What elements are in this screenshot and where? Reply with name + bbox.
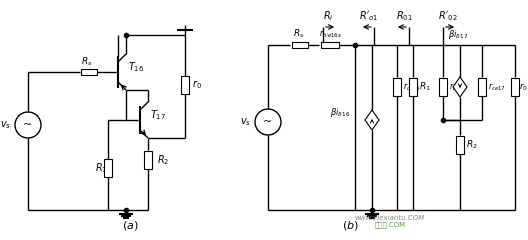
Text: $v_s$: $v_s$ bbox=[1, 119, 12, 131]
Text: $R_{01}$: $R_{01}$ bbox=[395, 9, 412, 23]
Bar bbox=[321, 42, 339, 48]
Text: $\beta i_{\delta 16}$: $\beta i_{\delta 16}$ bbox=[329, 106, 350, 119]
Text: $R_1$: $R_1$ bbox=[95, 161, 107, 175]
Text: ~: ~ bbox=[263, 117, 272, 127]
Text: $r_{b'e17}$: $r_{b'e17}$ bbox=[449, 81, 469, 93]
Bar bbox=[478, 78, 486, 96]
Text: $r_0$: $r_0$ bbox=[519, 81, 528, 93]
Text: $R_i$: $R_i$ bbox=[323, 9, 333, 23]
Text: $r_{ce17}$: $r_{ce17}$ bbox=[488, 81, 506, 93]
Bar bbox=[456, 136, 464, 154]
Text: 绿线图.COM: 绿线图.COM bbox=[374, 221, 406, 228]
Text: $R_2$: $R_2$ bbox=[157, 153, 169, 167]
Bar bbox=[409, 78, 417, 96]
Polygon shape bbox=[365, 110, 379, 130]
Text: $R_2$: $R_2$ bbox=[466, 139, 478, 151]
Text: $R_1$: $R_1$ bbox=[419, 81, 431, 93]
Bar bbox=[292, 42, 308, 48]
Text: $(a)$: $(a)$ bbox=[121, 218, 138, 232]
Text: $(b)$: $(b)$ bbox=[342, 218, 359, 232]
Text: $R'_{02}$: $R'_{02}$ bbox=[438, 9, 458, 23]
Text: $r_0$: $r_0$ bbox=[192, 79, 202, 91]
Bar bbox=[439, 78, 447, 96]
Text: www.yIexiantu.COM: www.yIexiantu.COM bbox=[355, 215, 425, 221]
Text: $v_s$: $v_s$ bbox=[240, 116, 251, 128]
Bar bbox=[104, 159, 112, 177]
Text: $r_{ce16}$: $r_{ce16}$ bbox=[403, 81, 421, 93]
Bar bbox=[511, 78, 519, 96]
Text: $R_s$: $R_s$ bbox=[293, 28, 305, 41]
Text: $R_s$: $R_s$ bbox=[81, 56, 93, 68]
Text: $R'_{o1}$: $R'_{o1}$ bbox=[359, 9, 379, 23]
Bar bbox=[144, 151, 152, 169]
Text: $T_{17}$: $T_{17}$ bbox=[150, 108, 166, 122]
Text: $\beta i_{\delta 17}$: $\beta i_{\delta 17}$ bbox=[448, 28, 468, 41]
Bar bbox=[81, 69, 97, 75]
Text: ~: ~ bbox=[23, 120, 33, 130]
Text: $r_{b'e16s}$: $r_{b'e16s}$ bbox=[318, 29, 342, 41]
Bar bbox=[181, 76, 189, 94]
Polygon shape bbox=[453, 77, 467, 97]
Bar bbox=[393, 78, 401, 96]
Text: $T_{16}$: $T_{16}$ bbox=[128, 60, 144, 74]
